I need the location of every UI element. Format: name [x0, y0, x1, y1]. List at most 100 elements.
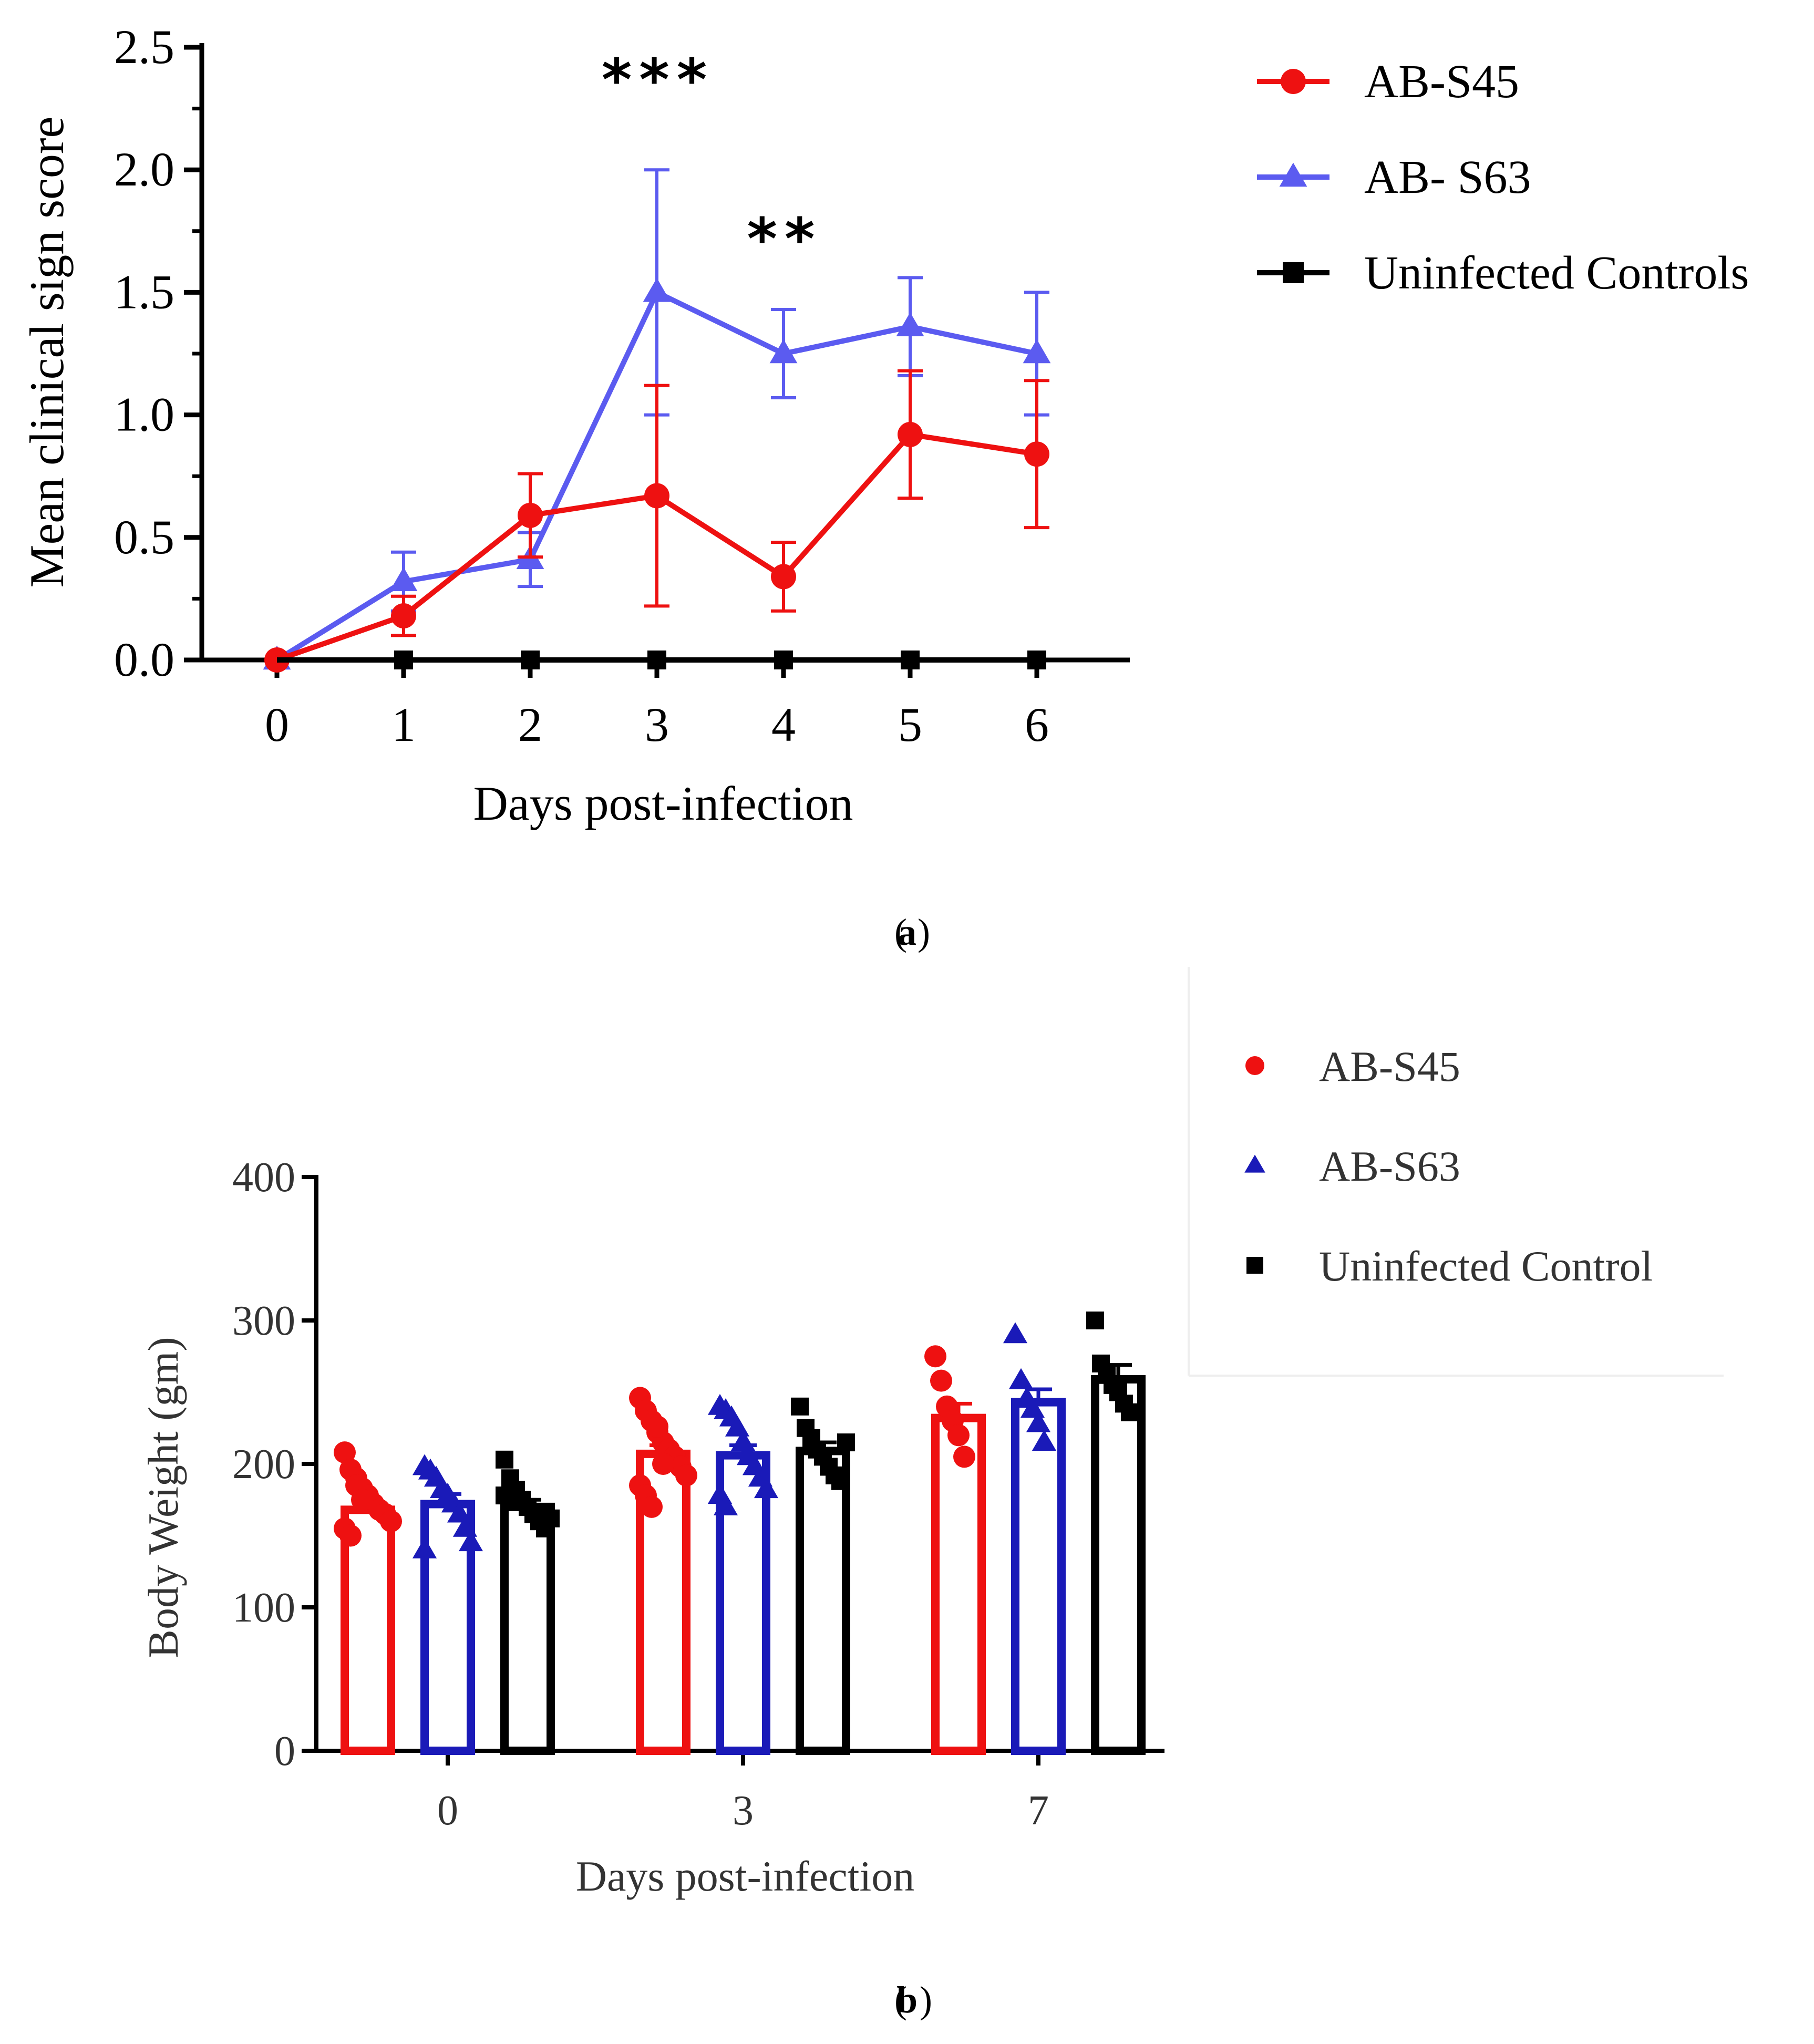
data-point [339, 1524, 362, 1547]
legend-label: Uninfected Controls [1364, 247, 1749, 299]
data-point [771, 564, 796, 590]
panel-a-x-axis-label: Days post-infection [473, 777, 853, 830]
panel-a-caption: ( a ) [894, 911, 930, 953]
legend-label: Uninfected Control [1319, 1242, 1653, 1290]
y-tick-label: 2.0 [114, 142, 174, 196]
data-point [644, 483, 669, 509]
legend-label: AB- S63 [1364, 151, 1531, 203]
bar [1011, 1398, 1066, 1756]
panel-b-y-axis-label: Body Weight (gm) [139, 1337, 187, 1658]
legend-label: AB-S45 [1319, 1042, 1460, 1090]
x-tick-label: 6 [1025, 698, 1049, 751]
legend-item: Uninfected Controls [1257, 247, 1749, 299]
bar-group [707, 1393, 779, 1756]
data-point [641, 1495, 663, 1518]
svg-text:(: ( [894, 911, 907, 953]
panel-a-axes: 0.0 0.5 1.0 1.5 2.0 2.5 0 1 2 3 4 5 6 [114, 20, 1130, 751]
data-point [1032, 1430, 1057, 1451]
data-point [953, 1446, 975, 1468]
bar-group [1086, 1312, 1146, 1755]
panel-a-annotations: ***** [602, 46, 815, 273]
data-point [675, 1464, 697, 1486]
legend-marker [1244, 1154, 1265, 1173]
data-point [334, 1441, 356, 1464]
data-point [542, 1509, 560, 1527]
data-point [1023, 339, 1051, 364]
bar-group [791, 1397, 855, 1755]
data-point [1008, 1368, 1034, 1389]
data-point [831, 1472, 849, 1490]
data-point [901, 651, 920, 669]
legend-label: AB-S45 [1364, 56, 1519, 108]
series-uninfected-controls [277, 651, 1046, 669]
data-point [412, 1537, 437, 1558]
data-point [458, 1530, 483, 1552]
x-tick-label: 7 [1028, 1788, 1049, 1834]
svg-text:): ) [918, 911, 930, 953]
panel-b-caption-letter: b [896, 1979, 918, 2021]
data-point [391, 603, 416, 629]
bar-group [334, 1441, 402, 1756]
legend-label: AB-S63 [1319, 1142, 1460, 1190]
data-point [898, 421, 923, 447]
y-tick-label: 0.0 [114, 633, 174, 686]
y-tick-label: 100 [232, 1585, 295, 1631]
legend-item: AB- S63 [1257, 151, 1531, 203]
legend-item: AB-S45 [1257, 56, 1519, 108]
data-point [646, 1416, 668, 1438]
panel-b-x-axis-label: Days post-infection [576, 1852, 914, 1900]
legend-marker [1283, 262, 1304, 283]
data-point [518, 502, 543, 528]
data-point [389, 567, 418, 591]
data-point [1024, 441, 1049, 467]
panel-a-y-axis-label: Mean clinical sign score [20, 117, 74, 588]
data-point [496, 1450, 513, 1469]
bar-group [1003, 1322, 1066, 1756]
data-point [521, 651, 540, 669]
legend-marker [1245, 1056, 1264, 1075]
data-point [643, 278, 671, 302]
data-point [774, 651, 793, 669]
panel-b-caption: ( b ) [894, 1979, 932, 2021]
x-tick-label: 3 [645, 698, 669, 751]
panel-a-series [263, 168, 1051, 673]
y-tick-label: 1.0 [114, 388, 174, 441]
data-point [394, 651, 413, 669]
series-ab-s45 [264, 369, 1049, 673]
data-point [791, 1397, 809, 1416]
y-tick-label: 2.5 [114, 20, 174, 74]
y-tick-label: 0 [274, 1728, 295, 1774]
data-point [647, 651, 666, 669]
significance-label: *** [602, 46, 715, 113]
x-tick-label: 1 [391, 698, 416, 751]
bar-group [924, 1345, 986, 1755]
data-point [713, 1494, 738, 1515]
data-point [837, 1433, 855, 1452]
panel-b-bar-chart: 0 100 200 300 400 0 3 7 AB-S45 AB-S63 Uninfected … [139, 967, 1724, 2021]
bar [796, 1447, 850, 1755]
bar-group [629, 1387, 697, 1755]
data-point [924, 1345, 946, 1368]
y-tick-label: 400 [232, 1154, 295, 1201]
panel-a-line-chart: 0.00.51.01.52.02.50 1 2 3 4 5 6 ***** AB-S45AB… [20, 20, 1749, 953]
data-point [380, 1510, 402, 1533]
x-tick-label: 0 [437, 1788, 458, 1834]
y-tick-label: 0.5 [114, 510, 174, 564]
x-tick-label: 4 [771, 698, 796, 751]
legend-marker [1246, 1257, 1263, 1274]
y-tick-label: 200 [232, 1441, 295, 1488]
data-point [947, 1424, 970, 1447]
legend-marker [1279, 162, 1307, 187]
data-point [1003, 1322, 1028, 1344]
legend-item: Uninfected Control [1246, 1242, 1653, 1290]
bar [1091, 1375, 1146, 1755]
y-tick-label: 1.5 [114, 265, 174, 318]
data-point [930, 1369, 952, 1392]
legend-item: AB-S63 [1244, 1142, 1460, 1190]
data-point [1086, 1312, 1104, 1329]
y-tick-label: 300 [232, 1298, 295, 1344]
data-point [652, 1453, 674, 1475]
bar [420, 1500, 475, 1755]
x-tick-label: 2 [518, 698, 542, 751]
